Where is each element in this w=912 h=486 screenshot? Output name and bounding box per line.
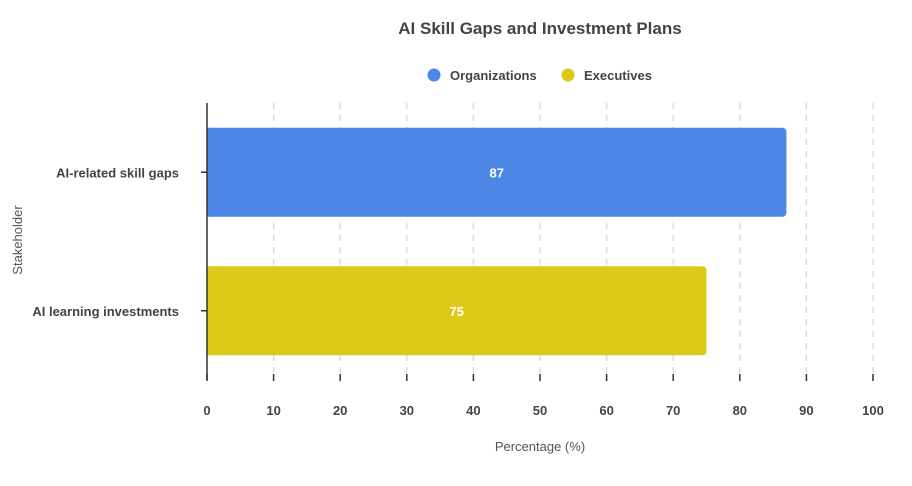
x-tick-label: 70 bbox=[666, 403, 680, 418]
x-tick-label: 10 bbox=[266, 403, 280, 418]
x-axis-title: Percentage (%) bbox=[495, 439, 585, 454]
bars bbox=[207, 127, 787, 356]
x-tick-label: 30 bbox=[400, 403, 414, 418]
x-tick-label: 100 bbox=[862, 403, 884, 418]
x-tick-label: 60 bbox=[599, 403, 613, 418]
bar-base bbox=[207, 127, 213, 217]
data-label: 75 bbox=[450, 304, 464, 319]
x-tick-label: 80 bbox=[733, 403, 747, 418]
category-label: AI learning investments bbox=[32, 304, 179, 319]
bar bbox=[207, 266, 707, 356]
bar bbox=[207, 127, 787, 217]
labels: 87 AI-related skill gaps 75 AI learning inv… bbox=[32, 165, 884, 418]
x-tick-label: 40 bbox=[466, 403, 480, 418]
x-tick-label: 0 bbox=[203, 403, 210, 418]
legend-label: Executives bbox=[584, 68, 652, 83]
legend: Organizations Executives bbox=[427, 68, 652, 83]
legend-marker bbox=[561, 68, 575, 82]
legend-label: Organizations bbox=[450, 68, 537, 83]
x-tick-label: 20 bbox=[333, 403, 347, 418]
x-tick-label: 90 bbox=[799, 403, 813, 418]
axes bbox=[201, 103, 874, 381]
chart-title: AI Skill Gaps and Investment Plans bbox=[398, 19, 681, 38]
bar-base bbox=[207, 266, 213, 356]
category-label: AI-related skill gaps bbox=[56, 165, 179, 180]
legend-marker bbox=[427, 68, 441, 82]
x-tick-label: 50 bbox=[533, 403, 547, 418]
data-label: 87 bbox=[489, 165, 503, 180]
y-axis-title: Stakeholder bbox=[10, 205, 25, 275]
